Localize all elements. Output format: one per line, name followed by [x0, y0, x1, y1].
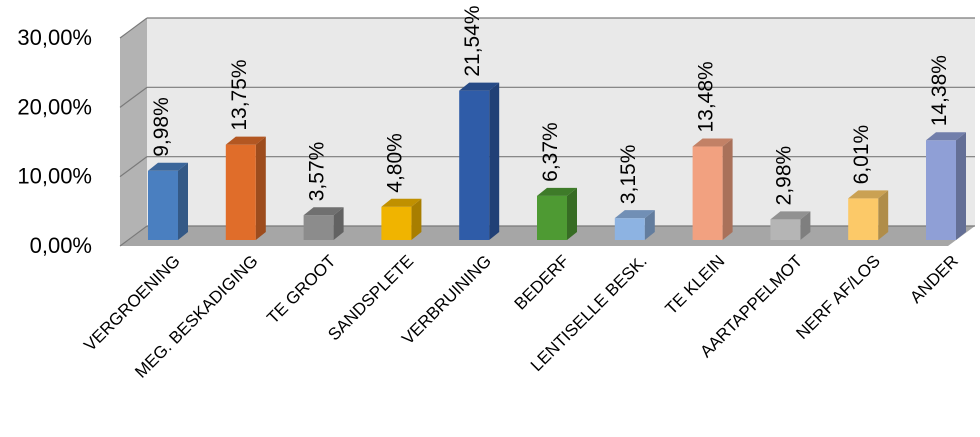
category-label: NERF AF/LOS	[792, 251, 884, 343]
data-labels: 9,98% 13,75% 3,57% 4,80% 21,54% 6,37% 3,15% 13,…	[150, 5, 951, 205]
data-label: 3,15%	[617, 145, 640, 205]
side-wall	[120, 18, 147, 246]
bar-top	[459, 82, 500, 91]
bar	[303, 207, 344, 240]
bar-top	[614, 210, 655, 219]
y-tick-label: 20,00%	[17, 94, 92, 119]
bar-top	[537, 187, 577, 196]
bar-front	[692, 146, 723, 240]
category-label: ANDER	[906, 251, 962, 307]
bar-front	[537, 195, 567, 240]
bar	[225, 136, 266, 240]
bar-front	[848, 198, 879, 240]
data-label: 4,80%	[383, 133, 406, 193]
bar-side	[178, 162, 188, 240]
bar-side	[567, 187, 577, 240]
bar-top	[692, 138, 733, 147]
bar	[692, 138, 733, 240]
bar-side	[722, 138, 733, 240]
category-label: TE KLEIN	[662, 251, 729, 318]
data-label: 3,57%	[306, 142, 329, 202]
gridline-side	[119, 156, 148, 178]
bar	[537, 187, 577, 240]
bar	[381, 198, 422, 240]
data-label: 2,98%	[772, 146, 795, 206]
bar	[770, 211, 811, 240]
bar-top	[770, 211, 811, 220]
bar-top	[848, 190, 889, 199]
bar	[459, 82, 500, 240]
data-label: 6,01%	[850, 125, 873, 185]
bar-side	[800, 211, 811, 240]
y-axis-tick-labels: 0,00% 10,00% 20,00% 30,00%	[17, 25, 92, 258]
bar-top	[148, 162, 188, 171]
gridline-side	[119, 86, 148, 108]
bar-side	[956, 132, 966, 240]
bar-front	[381, 206, 412, 240]
bar-top	[303, 207, 344, 216]
gridlines	[119, 17, 975, 247]
bar-front	[459, 90, 490, 240]
bar-side	[411, 198, 422, 240]
category-label: TE GROOT	[263, 251, 339, 327]
bar-side	[878, 190, 889, 240]
data-label: 21,54%	[461, 5, 484, 76]
bar-top	[225, 136, 266, 145]
bar-side	[255, 136, 266, 240]
data-label: 6,37%	[539, 122, 562, 182]
y-tick-label: 0,00%	[30, 233, 92, 258]
data-label: 9,98%	[150, 97, 173, 157]
category-label: BEDERF	[511, 251, 573, 313]
bar-side	[333, 207, 344, 240]
bar-front	[614, 218, 645, 240]
gridline-side	[119, 17, 148, 39]
bar-front	[770, 219, 801, 240]
bar-front	[225, 144, 256, 240]
y-tick-label: 10,00%	[17, 164, 92, 189]
y-tick-label: 30,00%	[17, 25, 92, 50]
bar	[926, 132, 966, 240]
bar-side	[644, 210, 655, 240]
bar	[848, 190, 889, 240]
bar-front	[303, 215, 334, 240]
bar-front	[148, 170, 178, 240]
data-label: 14,38%	[928, 55, 951, 126]
bar-side	[489, 82, 500, 240]
gridline-side	[119, 225, 148, 247]
bar	[148, 162, 188, 240]
data-label: 13,75%	[228, 59, 251, 130]
bar-front	[926, 140, 956, 240]
bar-top	[926, 132, 966, 141]
data-label: 13,48%	[695, 61, 718, 132]
bar-top	[381, 198, 422, 207]
bars	[148, 82, 966, 240]
bar	[614, 210, 655, 240]
